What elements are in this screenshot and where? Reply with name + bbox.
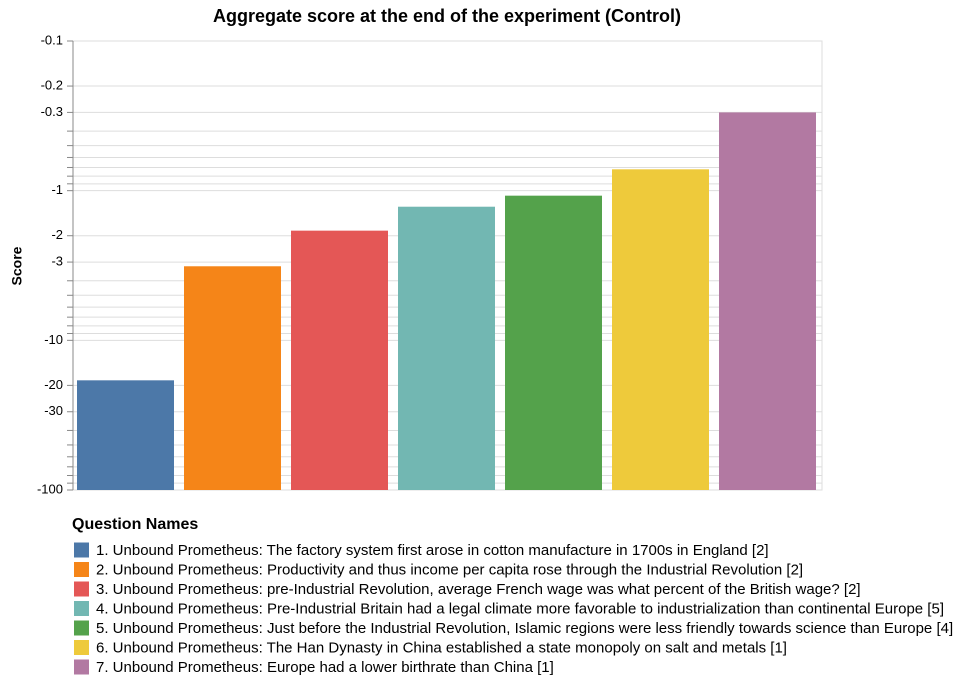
bar	[291, 230, 388, 490]
bar	[184, 266, 281, 490]
bar	[719, 112, 816, 490]
legend-swatch	[74, 601, 89, 616]
y-tick-label: -3	[51, 254, 63, 269]
legend-label: 3. Unbound Prometheus: pre-Industrial Re…	[96, 581, 861, 598]
legend-label: 7. Unbound Prometheus: Europe had a lowe…	[96, 659, 554, 676]
legend-label: 5. Unbound Prometheus: Just before the I…	[96, 620, 953, 637]
bar	[612, 169, 709, 491]
legend-swatch	[74, 659, 89, 675]
y-tick-label: -10	[44, 332, 63, 347]
legend-label: 6. Unbound Prometheus: The Han Dynasty i…	[96, 639, 787, 656]
y-tick-label: -20	[44, 377, 63, 392]
legend-swatch	[74, 620, 89, 636]
chart-title: Aggregate score at the end of the experi…	[213, 6, 681, 26]
bar	[398, 206, 495, 490]
legend-swatch	[74, 640, 89, 655]
y-tick-label: -0.1	[41, 32, 63, 47]
legend-swatch	[74, 562, 89, 577]
legend-swatch	[74, 542, 89, 558]
legend-label: 2. Unbound Prometheus: Productivity and …	[96, 561, 803, 578]
legend-label: 1. Unbound Prometheus: The factory syste…	[96, 542, 769, 559]
y-tick-label: -2	[51, 227, 63, 242]
y-tick-label: -100	[37, 481, 63, 496]
y-tick-label: -1	[51, 182, 63, 197]
y-tick-label: -0.3	[41, 104, 63, 119]
y-tick-label: -30	[44, 403, 63, 418]
y-tick-label: -0.2	[41, 77, 63, 92]
legend-label: 4. Unbound Prometheus: Pre-Industrial Br…	[96, 600, 944, 617]
bar	[77, 380, 174, 490]
y-axis-label: Score	[9, 246, 25, 285]
bar	[505, 195, 602, 491]
legend-title: Question Names	[72, 516, 198, 533]
legend-swatch	[74, 581, 89, 597]
